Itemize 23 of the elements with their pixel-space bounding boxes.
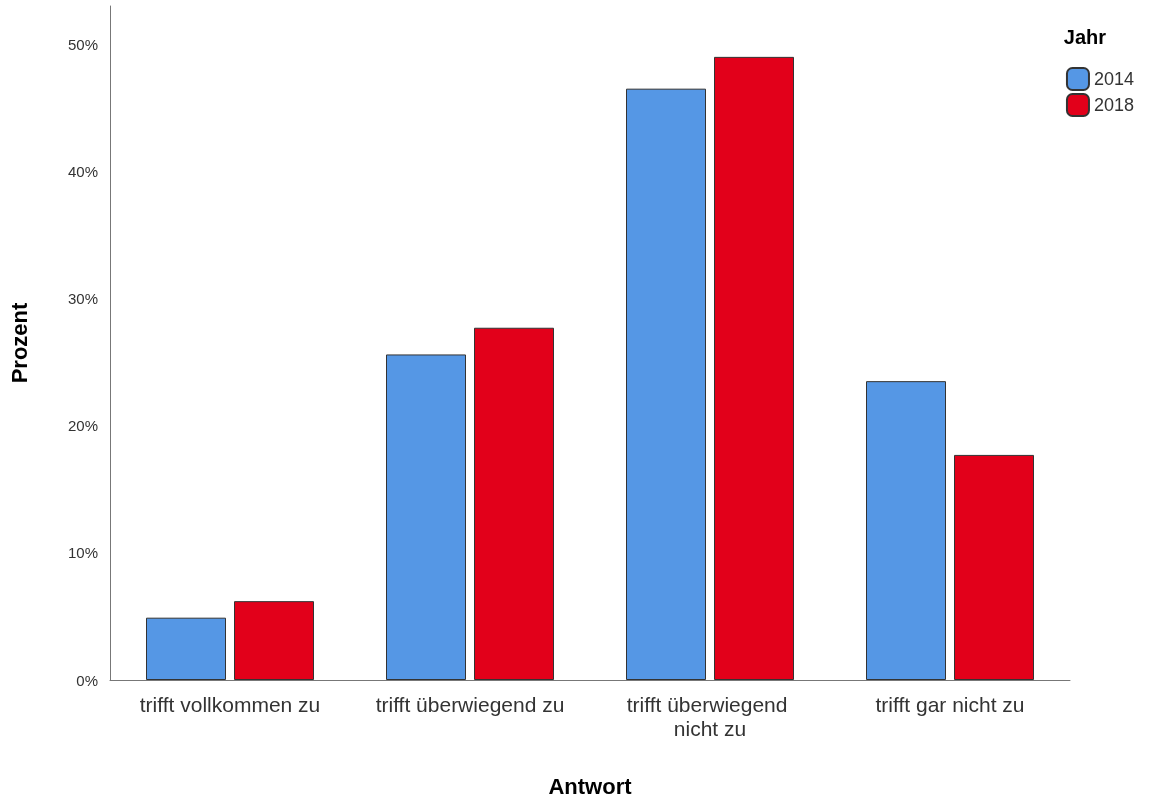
y-tick-label: 40%: [67, 162, 98, 180]
y-tick-label: 50%: [67, 35, 98, 53]
bar: [714, 56, 794, 680]
x-tick-label: trifft vollkommen zu: [139, 692, 321, 716]
legend-label: 2014: [1093, 69, 1134, 89]
y-tick-label: 10%: [67, 544, 98, 562]
bar: [234, 601, 314, 680]
x-tick-label: trifft überwiegend zu: [375, 692, 565, 716]
bar: [474, 327, 554, 680]
bar: [866, 381, 946, 680]
y-tick-label: 0%: [76, 671, 98, 689]
y-axis-title: Prozent: [6, 302, 32, 384]
legend-title: Jahr: [1063, 26, 1107, 48]
y-tick-label: 20%: [67, 417, 98, 435]
bar: [626, 88, 706, 680]
y-tick-label: 30%: [67, 289, 98, 307]
x-tick-label: trifft gar nicht zu: [875, 692, 1025, 716]
x-tick-label: trifft überwiegend nicht zu: [626, 692, 794, 740]
x-axis-title: Antwort: [548, 773, 633, 799]
legend-label: 2018: [1093, 95, 1134, 115]
bar: [146, 617, 226, 680]
bar: [954, 454, 1034, 680]
bar: [386, 354, 466, 680]
